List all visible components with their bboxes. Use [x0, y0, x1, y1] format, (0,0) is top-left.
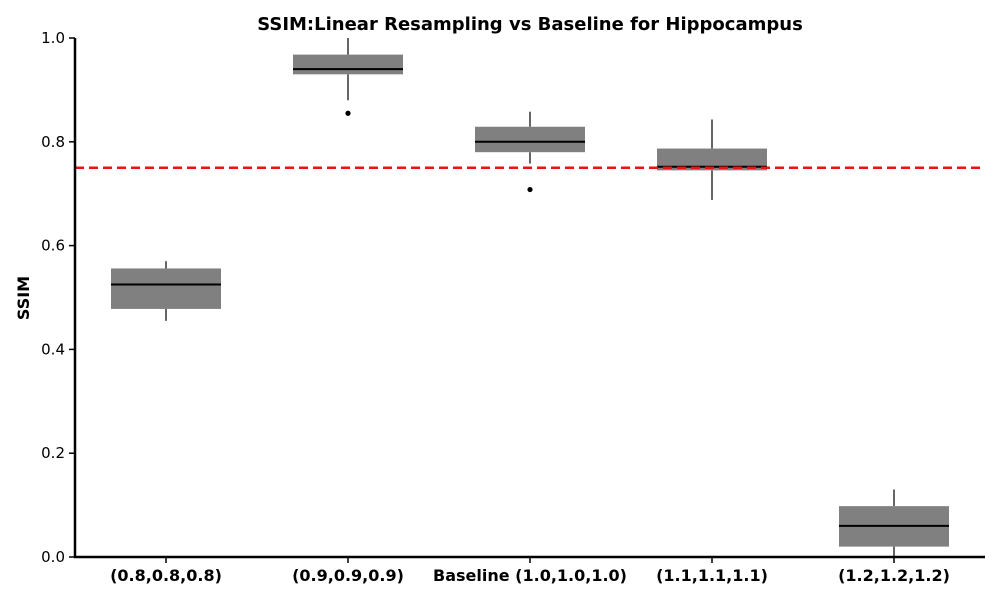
outlier-point [527, 186, 533, 193]
box-3 [475, 126, 585, 153]
y-tick-label: 0.2 [41, 444, 65, 462]
box-4 [657, 148, 767, 171]
outlier-point [345, 110, 351, 116]
y-tick-label: 0.8 [41, 133, 65, 151]
box-1 [111, 268, 221, 309]
y-axis-label: SSIM [14, 276, 33, 320]
y-tick-label: 0.4 [41, 340, 65, 358]
chart-title: SSIM:Linear Resampling vs Baseline for H… [257, 14, 803, 35]
x-tick-label: (1.1,1.1,1.1) [656, 566, 768, 585]
x-tick-label: Baseline (1.0,1.0,1.0) [433, 566, 627, 585]
box-2 [293, 54, 403, 75]
y-tick-label: 1.0 [41, 29, 65, 47]
x-tick-label: (0.9,0.9,0.9) [292, 566, 404, 585]
plot-area: 0.0 0.2 0.4 0.6 0.8 1.0 (0.8,0.8,0.8) (0.9,0.9,… [41, 29, 985, 585]
y-tick-label: 0.6 [41, 237, 65, 255]
x-tick-label: (0.8,0.8,0.8) [110, 566, 222, 585]
x-tick-label: (1.2,1.2,1.2) [838, 566, 950, 585]
y-tick-label: 0.0 [41, 548, 65, 566]
